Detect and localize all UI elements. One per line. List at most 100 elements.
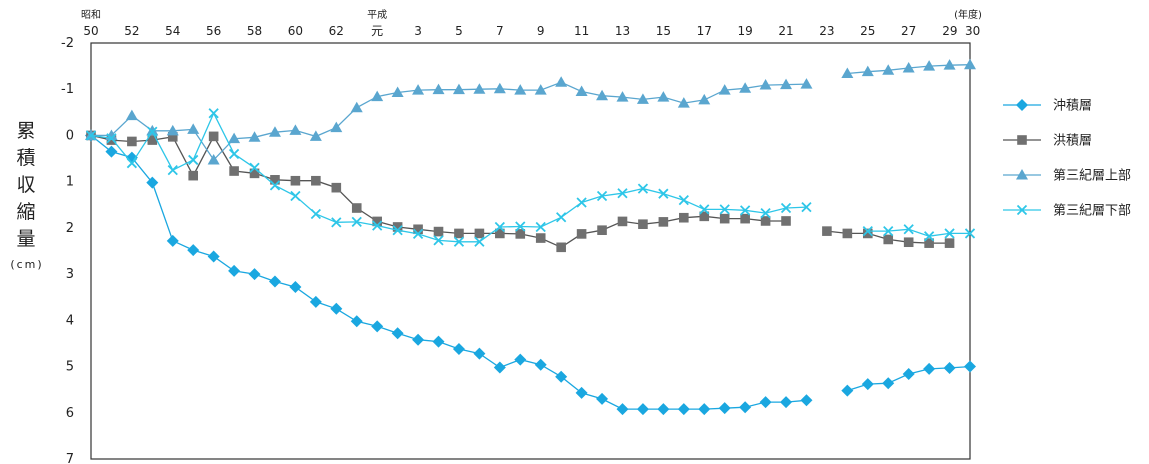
legend-item: 第三紀層上部: [1003, 169, 1131, 184]
x-tick-label: 元: [371, 24, 383, 38]
data-point: [494, 221, 505, 233]
x-tick-label: 9: [537, 24, 545, 38]
data-point: [677, 97, 690, 108]
data-point: [146, 124, 159, 136]
data-point: [718, 402, 731, 415]
data-point: [473, 347, 486, 360]
data-point: [392, 225, 403, 236]
data-point: [679, 212, 689, 223]
data-point: [493, 361, 506, 374]
data-point: [269, 180, 281, 191]
data-point: [699, 204, 710, 215]
data-point: [392, 222, 403, 232]
data-point: [719, 213, 730, 224]
data-point: [617, 216, 628, 227]
data-point: [964, 360, 976, 373]
legend-label: 洪積層: [1053, 134, 1092, 149]
data-point: [207, 250, 220, 263]
data-point: [596, 89, 609, 101]
data-point: [943, 59, 956, 70]
data-point: [534, 358, 547, 371]
data-point: [841, 67, 854, 79]
data-point: [718, 84, 731, 95]
data-point: [452, 342, 465, 355]
data-point: [391, 327, 404, 340]
y-axis-label: 累積収縮量: [16, 120, 36, 250]
data-point: [862, 225, 873, 237]
data-point: [167, 132, 178, 142]
data-point: [781, 216, 791, 226]
x-tick-label: 11: [574, 24, 589, 38]
data-point: [740, 205, 751, 216]
data-point: [556, 242, 566, 253]
x-tick-label: 7: [496, 24, 504, 38]
y-tick-label: 4: [66, 313, 74, 328]
y-axis-unit: (cm): [10, 258, 44, 271]
data-point: [125, 109, 138, 121]
y-tick-label: -1: [61, 82, 74, 97]
data-point: [187, 123, 200, 134]
data-point: [739, 82, 752, 93]
data-point: [208, 108, 219, 119]
data-point: [964, 228, 976, 239]
data-point: [268, 126, 281, 137]
data-point: [432, 83, 445, 95]
legend-item: 第三紀層下部: [1003, 204, 1131, 219]
data-point: [433, 235, 444, 246]
data-point: [902, 367, 915, 380]
data-point: [166, 234, 179, 247]
legend-marker: [1017, 135, 1027, 145]
data-point: [576, 229, 587, 239]
x-tick-label: 58: [247, 24, 262, 38]
data-point: [677, 403, 690, 416]
x-tick-label: 50: [83, 24, 98, 38]
data-point: [330, 121, 343, 133]
data-point: [268, 275, 281, 288]
data-point: [412, 84, 425, 95]
data-point: [902, 61, 915, 73]
data-point: [372, 220, 383, 231]
x-tick-label: 52: [124, 24, 139, 38]
data-point: [556, 212, 567, 223]
data-point: [903, 224, 914, 235]
x-tick-label: 23: [819, 24, 834, 38]
y-tick-label: 6: [66, 406, 74, 421]
data-point: [923, 60, 936, 71]
data-point: [106, 135, 117, 145]
y-tick-label: 2: [66, 221, 74, 236]
y-axis-ticks: -2 -1 0 1 2 3 4 5 6 7: [61, 36, 74, 464]
data-point: [903, 237, 914, 248]
legend-marker: [1016, 99, 1028, 111]
data-point: [576, 197, 587, 208]
data-point: [412, 228, 424, 240]
data-point: [699, 211, 710, 222]
data-point: [228, 264, 241, 277]
data-point: [147, 126, 158, 137]
data-point: [207, 153, 220, 165]
legend-marker: [1016, 204, 1028, 216]
data-point: [452, 83, 465, 95]
series-line: [90, 111, 970, 243]
data-point: [515, 221, 526, 232]
data-point: [289, 281, 302, 294]
data-point: [861, 378, 874, 391]
data-point: [657, 91, 670, 102]
x-era-label: 平成: [367, 9, 387, 21]
x-tick-label: 30: [965, 24, 980, 38]
data-point: [822, 226, 832, 236]
data-point: [290, 190, 301, 202]
data-point: [289, 124, 302, 135]
data-point: [433, 226, 444, 237]
data-point: [188, 154, 199, 166]
data-point: [331, 217, 342, 228]
data-point: [331, 182, 342, 193]
data-point: [658, 188, 669, 199]
data-point: [923, 231, 935, 242]
data-point: [841, 384, 854, 397]
data-point: [309, 295, 322, 308]
y-tick-label: -2: [61, 36, 74, 51]
x-tick-label: 60: [288, 24, 303, 38]
x-tick-label: 13: [615, 24, 630, 38]
data-point: [739, 401, 752, 414]
y-tick-label: 7: [66, 452, 74, 464]
